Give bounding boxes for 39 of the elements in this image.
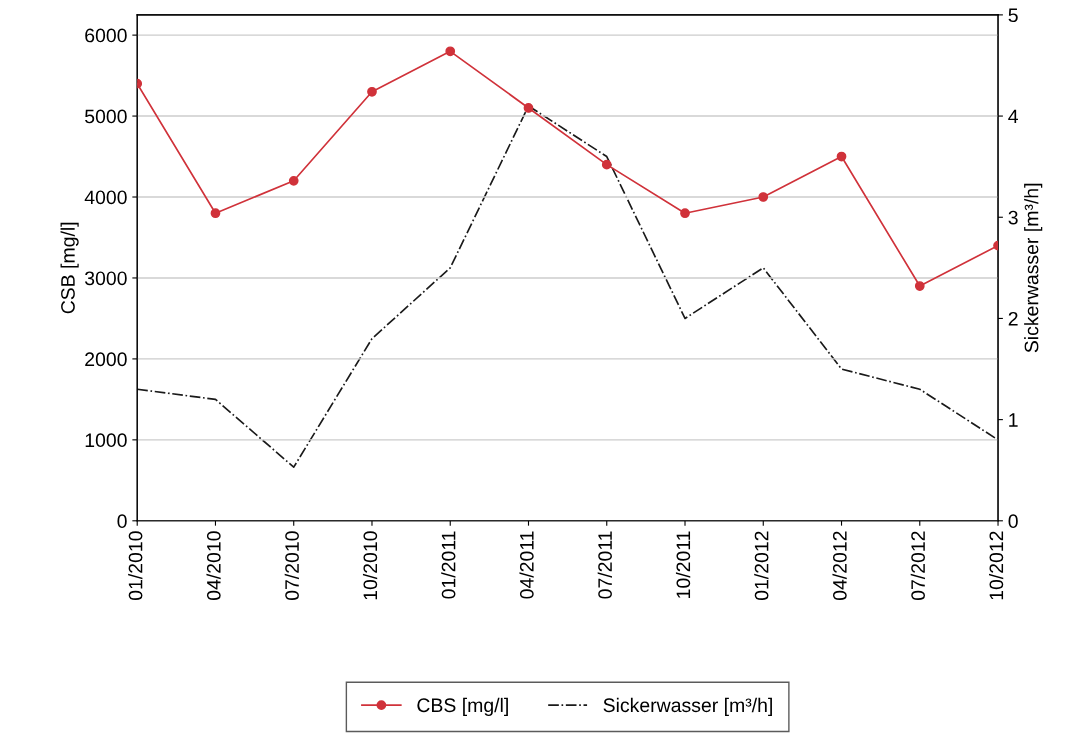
legend-label: Sickerwasser [m³/h] — [603, 697, 772, 716]
x-tick-label: 10/2010 — [362, 531, 378, 600]
point — [210, 208, 221, 219]
x-tick-label: 07/2010 — [284, 531, 299, 601]
y2-axis-title: Sickerwasser [m³/h] — [1024, 183, 1043, 353]
legend-label: CBS [mg/l] — [417, 697, 508, 716]
x-tick-label: 04/2010 — [206, 531, 221, 601]
y2-tick-label: 0 — [1008, 514, 1018, 529]
point — [836, 151, 847, 162]
point — [680, 208, 690, 219]
y-tick-label: 4000 — [84, 190, 127, 205]
x-tick-label: 10/2011 — [675, 531, 691, 598]
point — [758, 192, 769, 202]
x-tick-label: 04/2011 — [519, 531, 534, 599]
x-tick-label: 01/2010 — [128, 531, 143, 601]
point — [445, 46, 456, 57]
y-tick-label: 6000 — [85, 28, 127, 43]
point — [914, 281, 925, 291]
x-tick-label: 04/2012 — [832, 531, 847, 601]
point — [288, 175, 299, 186]
y2-tick-label: 2 — [1008, 311, 1018, 326]
y-tick-label: 3000 — [84, 271, 127, 286]
y2-tick-label: 4 — [1008, 109, 1018, 124]
y-tick-label: 2000 — [85, 352, 127, 367]
y-tick-label: 5000 — [85, 109, 127, 124]
y2-tick-label: 1 — [1009, 413, 1018, 427]
x-tick-label: 01/2011 — [441, 531, 456, 599]
point — [523, 103, 534, 113]
x-tick-label: 10/2012 — [988, 531, 1004, 600]
x-tick-label: 01/2012 — [754, 531, 769, 601]
x-tick-label: 07/2012 — [910, 531, 925, 601]
y2-tick-label: 5 — [1008, 8, 1018, 23]
y2-tick-label: 3 — [1008, 210, 1018, 225]
x-tick-label: 07/2011 — [597, 531, 612, 599]
y-axis-title: CSB [mg/l] — [60, 222, 79, 314]
point — [601, 159, 612, 170]
y-tick-label: 1000 — [85, 433, 127, 448]
y-tick-label: 0 — [117, 514, 127, 529]
point — [367, 86, 377, 97]
